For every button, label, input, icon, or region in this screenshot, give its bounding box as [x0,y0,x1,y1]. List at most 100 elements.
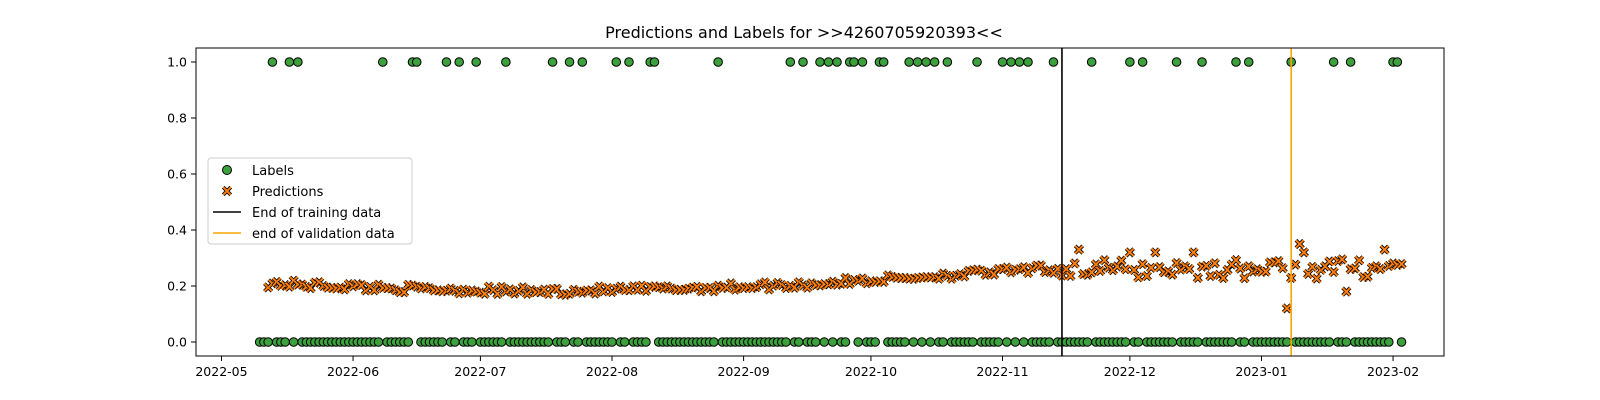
label-point-zero [709,337,719,347]
prediction-point [1294,238,1305,250]
prediction-point [398,287,410,298]
x-tick-label: 2022-07 [454,364,506,379]
label-point-one [929,57,940,67]
label-point-one [611,57,622,67]
prediction-point [1362,271,1373,282]
label-point-zero [641,337,651,347]
y-tick-label: 0.2 [167,279,187,294]
x-tick-label: 2022-10 [845,364,897,379]
label-point-zero [1133,337,1144,347]
prediction-point [1167,269,1178,280]
label-point-zero [870,337,880,347]
legend-training-text: End of training data [252,206,381,221]
prediction-point [1129,264,1140,276]
prediction-point [1150,247,1161,258]
label-point-zero [280,337,290,347]
label-point-zero [993,337,1004,347]
label-point-one [1048,57,1059,67]
prediction-point [1235,263,1246,274]
label-point-one [798,57,808,67]
prediction-point [1120,264,1131,275]
prediction-point [1095,265,1106,276]
prediction-point [1061,264,1072,275]
label-point-zero [1167,337,1178,347]
label-point-zero [288,337,299,347]
prediction-point [1324,256,1335,267]
prediction-point [1311,273,1322,284]
prediction-point [1277,263,1288,274]
label-point-zero [619,337,630,347]
label-point-one [1345,57,1356,67]
label-point-zero [781,337,791,347]
prediction-point [1239,273,1250,284]
label-point-zero [560,337,571,347]
label-point-zero [1044,337,1055,347]
label-point-one [823,57,834,67]
label-point-zero [793,337,804,347]
label-point-one [1014,57,1025,67]
label-point-one [1231,57,1241,67]
y-tick-label: 0.0 [167,335,187,350]
legend-labels-marker [222,165,232,175]
label-point-one [649,57,660,67]
x-tick-label: 2022-06 [327,364,379,379]
label-point-zero [840,337,851,347]
label-point-zero [467,337,477,347]
legend-labels-text: Labels [252,164,294,179]
prediction-point [305,283,316,294]
label-point-one [921,57,931,67]
label-point-one [942,57,953,67]
label-point-zero [1120,337,1131,347]
label-point-zero [1396,337,1407,347]
prediction-point [1146,262,1157,273]
label-point-zero [437,337,448,347]
prediction-point [1065,270,1076,282]
prediction-point [1069,258,1080,269]
prediction-point [1099,255,1110,266]
label-point-zero [1282,337,1292,347]
prediction-point [1137,259,1148,270]
label-point-one [501,57,511,67]
label-point-zero [925,337,936,347]
label-point-zero [1239,337,1250,347]
x-tick-label: 2022-11 [976,364,1028,379]
label-point-one [284,57,295,67]
prediction-point [1354,255,1365,266]
label-point-zero [607,337,617,347]
label-point-zero [938,337,948,347]
prediction-point [589,288,601,299]
label-point-one [832,57,842,67]
label-point-one [1243,57,1254,67]
label-point-zero [819,337,830,347]
label-point-zero [373,337,384,347]
label-point-zero [1018,337,1029,347]
label-point-zero [543,337,554,347]
label-point-one [1171,57,1182,67]
legend-frame [207,157,413,245]
y-tick-label: 0.4 [167,223,187,238]
label-point-zero [968,337,978,347]
prediction-point [1281,303,1293,314]
y-tick-label: 0.6 [167,167,187,182]
label-point-one [471,57,481,67]
label-point-one [293,57,303,67]
label-point-zero [1001,337,1012,347]
prediction-point [1349,263,1360,274]
prediction-point [1230,255,1242,266]
label-point-zero [1384,337,1394,347]
label-point-zero [450,337,460,347]
prediction-point [1209,258,1220,269]
prediction-point [1188,247,1199,258]
prediction-point [1328,266,1339,278]
prediction-point [492,288,503,299]
x-tick-label: 2023-01 [1235,364,1287,379]
prediction-point [1396,258,1407,270]
label-point-one [878,57,889,67]
prediction-point [725,278,736,289]
label-point-zero [263,337,273,347]
label-point-zero [1010,337,1021,347]
prediction-point [1379,244,1390,255]
legend-predictions-marker [222,186,232,196]
label-point-zero [917,337,927,347]
